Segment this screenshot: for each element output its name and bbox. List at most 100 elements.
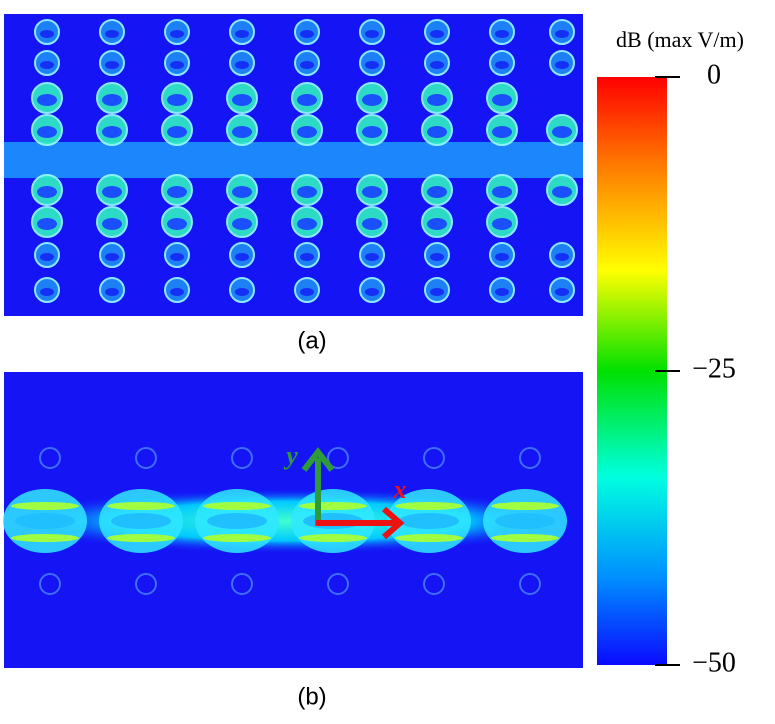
field-core (167, 126, 187, 138)
field-core (492, 186, 512, 198)
field-core (232, 126, 252, 138)
field-core (495, 30, 509, 38)
field-core (37, 218, 57, 230)
mode-stripe (203, 534, 271, 542)
mode-stripe (11, 534, 79, 542)
field-core (102, 186, 122, 198)
field-core (102, 218, 122, 230)
y-arrow-head (301, 447, 335, 472)
field-core (300, 61, 314, 69)
mode-stripe (491, 502, 559, 510)
field-core (232, 94, 252, 106)
rod-ghost (519, 573, 541, 595)
rod-ghost (231, 573, 253, 595)
mode-stripe (107, 534, 175, 542)
rod-ghost (519, 447, 541, 469)
field-core (105, 288, 119, 296)
field-core (552, 186, 572, 198)
field-core (102, 126, 122, 138)
field-core (235, 253, 249, 261)
panel-label: (a) (297, 327, 326, 354)
mode-stripe (299, 502, 367, 510)
field-core (365, 288, 379, 296)
field-core (362, 186, 382, 198)
field-core (232, 218, 252, 230)
field-core (427, 94, 447, 106)
field-core (102, 94, 122, 106)
mode-core (15, 513, 75, 529)
field-core (362, 126, 382, 138)
field-core (492, 126, 512, 138)
field-core (430, 30, 444, 38)
mode-core (495, 513, 555, 529)
rod-ghost (423, 447, 445, 469)
field-core (555, 30, 569, 38)
field-core (40, 61, 54, 69)
field-core (235, 61, 249, 69)
field-core (362, 94, 382, 106)
rod-ghost (231, 447, 253, 469)
mode-core (399, 513, 459, 529)
mode-core (111, 513, 171, 529)
field-core (170, 30, 184, 38)
field-core (555, 288, 569, 296)
mode-core (207, 513, 267, 529)
field-core (40, 30, 54, 38)
field-core (40, 253, 54, 261)
colorbar-tick-label: −50 (692, 647, 736, 678)
field-core (232, 186, 252, 198)
field-core (430, 288, 444, 296)
panel-label: (b) (297, 683, 326, 710)
field-core (105, 30, 119, 38)
field-core (427, 186, 447, 198)
mode-stripe (491, 534, 559, 542)
field-core (297, 94, 317, 106)
field-core (170, 288, 184, 296)
field-core (40, 288, 54, 296)
field-core (235, 30, 249, 38)
rod-ghost (135, 447, 157, 469)
rod-ghost (39, 573, 61, 595)
field-core (37, 186, 57, 198)
field-core (170, 253, 184, 261)
rod-ghost (39, 447, 61, 469)
field-core (297, 126, 317, 138)
field-core (235, 288, 249, 296)
field-core (495, 253, 509, 261)
field-core (365, 61, 379, 69)
field-core (300, 253, 314, 261)
field-core (495, 288, 509, 296)
field-core (495, 61, 509, 69)
colorbar-title: dB (max V/m) (616, 27, 744, 52)
rod-ghost (423, 573, 445, 595)
field-core (167, 186, 187, 198)
field-core (555, 61, 569, 69)
field-core (365, 30, 379, 38)
colorbar-tick-label: 0 (707, 59, 721, 90)
field-core (105, 61, 119, 69)
field-core (362, 218, 382, 230)
field-core (167, 218, 187, 230)
mode-stripe (395, 534, 463, 542)
field-core (427, 126, 447, 138)
field-core (167, 94, 187, 106)
waveguide-glow (4, 142, 583, 178)
mode-stripe (107, 502, 175, 510)
field-core (170, 61, 184, 69)
field-core (105, 253, 119, 261)
axis-label: y (283, 441, 298, 470)
field-core (552, 126, 572, 138)
axis-label: x (393, 475, 407, 504)
field-core (37, 126, 57, 138)
mode-stripe (11, 502, 79, 510)
field-core (365, 253, 379, 261)
field-core (555, 253, 569, 261)
x-arrow-head (382, 506, 405, 540)
field-core (297, 218, 317, 230)
mode-stripe (299, 534, 367, 542)
rod-ghost (135, 573, 157, 595)
rod-ghost (327, 447, 349, 469)
field-core (430, 253, 444, 261)
field-core (430, 61, 444, 69)
